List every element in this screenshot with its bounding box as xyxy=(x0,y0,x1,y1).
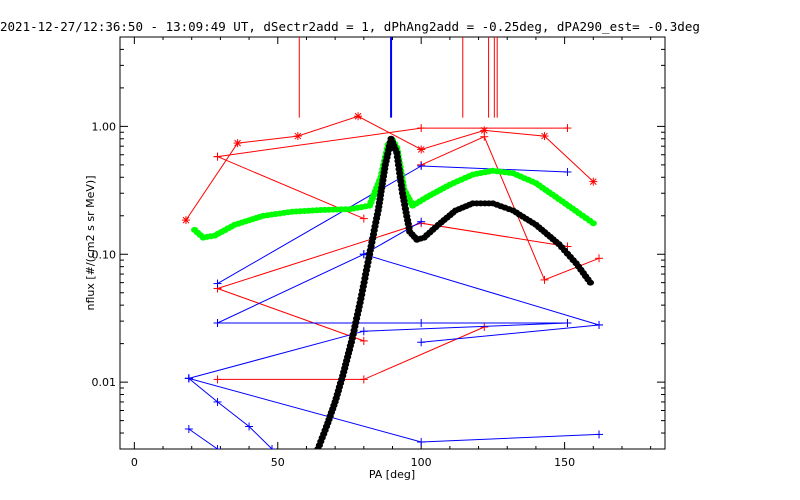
star-marker xyxy=(354,112,363,121)
plus-marker xyxy=(563,167,572,176)
plus-marker xyxy=(245,422,254,431)
x-tick-label: 150 xyxy=(554,456,575,469)
series-line xyxy=(188,428,218,449)
data-series xyxy=(181,112,604,449)
series-line xyxy=(188,322,568,379)
page-title: 2021-12-27/12:36:50 - 13:09:49 UT, dSect… xyxy=(0,19,700,34)
plus-marker xyxy=(540,275,549,284)
plus-marker xyxy=(563,124,572,133)
series-line xyxy=(188,378,273,449)
y-tick-label: 1.00 xyxy=(92,120,117,133)
series-line xyxy=(217,165,568,285)
plus-marker xyxy=(480,132,489,141)
plus-marker xyxy=(417,217,426,226)
fit-curve xyxy=(191,137,597,241)
plus-marker xyxy=(359,327,368,336)
fit-curve xyxy=(314,135,595,449)
plus-marker xyxy=(563,319,572,328)
series-line xyxy=(421,324,600,343)
series-line xyxy=(188,377,600,443)
plus-marker xyxy=(213,319,222,328)
plus-marker xyxy=(359,214,368,223)
plus-marker xyxy=(184,425,193,434)
plus-marker xyxy=(359,336,368,345)
fit-dot xyxy=(589,220,597,227)
plot-area xyxy=(181,37,604,449)
plus-marker xyxy=(359,375,368,384)
plus-marker xyxy=(268,445,277,449)
plus-marker xyxy=(595,254,604,263)
star-marker xyxy=(589,177,598,186)
x-tick-label: 0 xyxy=(131,456,138,469)
plus-marker xyxy=(480,322,489,331)
plot-frame xyxy=(119,36,666,450)
y-axis-label: nflux [#/(cm2 s sr MeV)] xyxy=(84,176,97,311)
series-line xyxy=(217,288,364,342)
fit-dot xyxy=(586,279,595,286)
vertical-markers xyxy=(298,37,498,118)
plus-marker xyxy=(417,319,426,328)
plus-marker xyxy=(417,124,426,133)
star-marker xyxy=(233,139,242,148)
x-tick-label: 100 xyxy=(411,456,432,469)
star-marker xyxy=(181,216,190,225)
series-line xyxy=(217,221,422,324)
star-marker xyxy=(417,145,426,154)
y-tick-label: 0.01 xyxy=(92,376,117,389)
x-axis: 0 50 100 150 xyxy=(131,37,652,469)
plus-marker xyxy=(213,397,222,406)
plus-marker xyxy=(595,430,604,439)
plus-marker xyxy=(213,279,222,288)
plus-marker xyxy=(184,374,193,383)
x-tick-label: 50 xyxy=(271,456,285,469)
plus-marker xyxy=(417,338,426,347)
plus-marker xyxy=(213,375,222,384)
plus-marker xyxy=(213,445,222,449)
plus-marker xyxy=(213,152,222,161)
y-tick-label: 0.10 xyxy=(92,248,117,261)
series-line xyxy=(185,115,594,221)
fit-curves xyxy=(191,135,597,449)
y-axis: 0.01 0.10 1.00 xyxy=(92,36,665,450)
plus-marker xyxy=(595,320,604,329)
series-line xyxy=(217,222,568,289)
star-marker xyxy=(293,132,302,141)
plus-marker xyxy=(417,161,426,170)
x-axis-label: PA [deg] xyxy=(369,468,415,481)
series-line xyxy=(363,253,600,326)
plus-marker xyxy=(417,438,426,447)
star-marker xyxy=(540,132,549,141)
